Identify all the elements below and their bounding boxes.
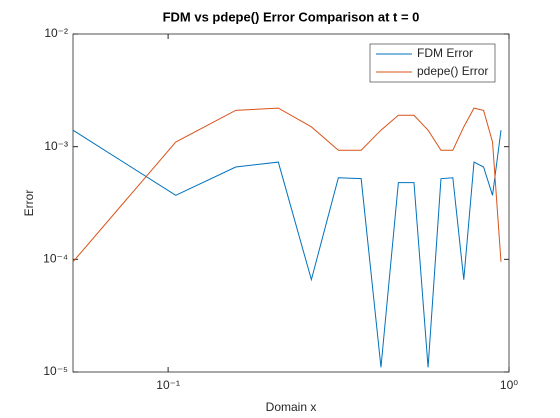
y-tick-label: 10⁻³ [44,139,68,153]
data-line [72,129,502,368]
plot-area [72,33,510,373]
x-tick-label: 10⁻¹ [156,378,180,392]
legend-label: FDM Error [417,46,473,60]
x-axis-label: Domain x [266,400,317,414]
y-tick-label: 10⁻⁵ [43,364,68,378]
y-tick-label: 10⁻² [44,26,68,40]
y-tick-label: 10⁻⁴ [43,252,68,266]
legend-label: pdepe() Error [417,64,488,78]
legend-box [369,43,496,83]
chart-title: FDM vs pdepe() Error Comparison at t = 0 [163,9,420,24]
data-line [72,107,502,263]
x-tick-label: 10⁰ [500,378,518,392]
y-axis-label: Error [22,190,36,217]
